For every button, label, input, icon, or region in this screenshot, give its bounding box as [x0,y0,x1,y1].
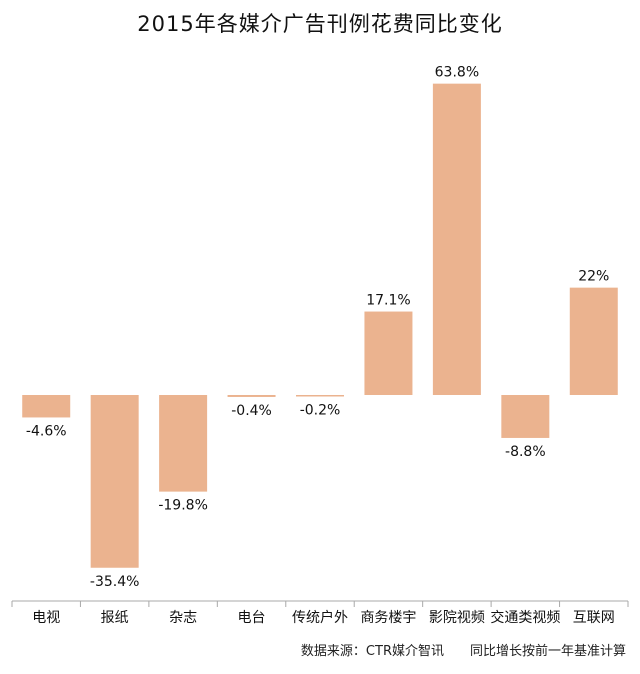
data-label: -19.8% [158,498,208,514]
bar-4 [296,395,344,397]
category-label: 杂志 [169,610,197,626]
data-label: 63.8% [435,65,479,81]
category-label: 互联网 [573,610,615,626]
data-label: 17.1% [366,293,410,309]
footnote: 数据来源：CTR媒介智讯 同比增长按前一年基准计算 [301,640,626,659]
bar-3 [227,395,276,397]
chart-title: 2015年各媒介广告刊例花费同比变化 [137,12,503,36]
bar-7 [501,395,550,438]
data-label: -4.6% [26,423,67,439]
data-label: -8.8% [505,444,546,460]
category-label: 商务楼宇 [360,610,416,626]
category-label: 交通类视频 [490,609,560,626]
category-label: 影院视频 [429,610,485,626]
bar-1 [90,395,139,568]
source-note: 数据来源：CTR媒介智讯 [300,644,444,659]
data-label: -0.4% [231,403,272,419]
data-label: -0.2% [300,403,341,419]
bar-2 [159,395,208,492]
bar-8 [569,287,618,395]
method-note: 同比增长按前一年基准计算 [469,644,626,659]
bar-6 [432,83,481,395]
category-label: 传统户外 [292,609,348,626]
data-label: 22% [578,269,609,285]
category-label: 报纸 [101,610,129,626]
category-label: 电台 [238,610,266,626]
category-label: 电视 [32,610,60,626]
data-label: -35.4% [90,574,140,590]
bar-5 [364,311,413,395]
bar-0 [22,395,71,418]
